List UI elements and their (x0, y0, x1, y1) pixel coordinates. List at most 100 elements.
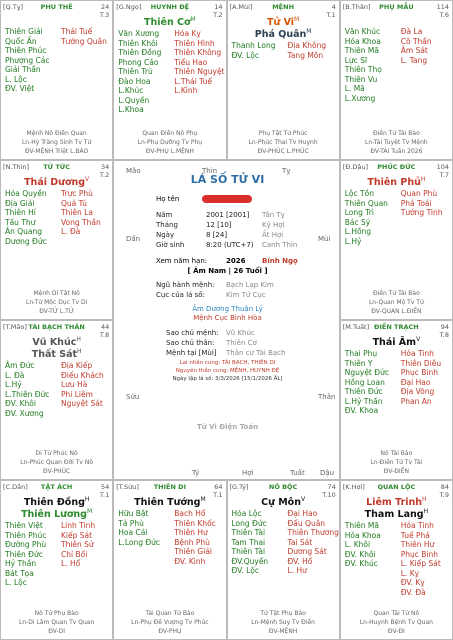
left-star: L.Khoa (118, 105, 144, 114)
right-star: L. Kiếp Sát (400, 559, 441, 568)
left-star: Văn Khúc (344, 27, 381, 36)
cell-footer: Ln-Tử Mộc Dục Tv Di (26, 299, 88, 306)
right-star: ĐV. Kình (174, 556, 206, 566)
branch-label: Thìn (202, 167, 218, 175)
cell-code: [K.Hợi] (342, 483, 365, 491)
branch-label: Mão (126, 167, 141, 175)
info-row: Cục của lá số: (156, 291, 205, 299)
age: 54 (100, 483, 110, 491)
left-star: Thiên Y (344, 358, 373, 368)
right-star: Âm Sát (400, 46, 428, 55)
palace-cell: [B.Thân] PHỤ MẪU 114 T.6 Văn Khúc Hóa Khoa Thi… (339, 0, 453, 160)
right-star: Trực Phù (61, 189, 93, 198)
birth-row: Canh Thìn (262, 241, 298, 249)
cell-code: [Đ.Dậu] (342, 163, 369, 171)
age-tag: T.3 (99, 11, 110, 19)
right-star: Thiên Diêu (400, 358, 442, 368)
cell-footer: Phụ Tật Tử Phúc (258, 130, 308, 137)
age-tag: T.8 (439, 331, 449, 339)
birth-row: Giờ sinh (156, 241, 185, 249)
cell-code: [M.Tuất] (342, 323, 370, 331)
cell-footer: Ln-Phụ Đế Vượng Tv Phúc (131, 619, 209, 626)
right-star: ĐV. Hổ (287, 556, 313, 566)
left-star: ĐV. Xương (5, 408, 44, 418)
right-star: Thiên Hư (400, 540, 435, 549)
main-star: Tham LangH (341, 507, 452, 519)
left-star: Địa Giải (5, 198, 35, 208)
cell-footer: ĐV-PHỤ (158, 628, 182, 635)
left-star: L. Lộc (5, 74, 27, 84)
palace-name: QUAN LỘC (377, 483, 416, 491)
left-star: ĐV. Khôi (344, 549, 376, 559)
star-grade: V (416, 336, 421, 343)
right-star: Thiên Hình (174, 38, 215, 48)
left-star: Thiên Tài (231, 528, 266, 537)
palace-name: ĐIỀN TRẠCH (374, 323, 419, 331)
left-star: L.Quyền (118, 95, 150, 105)
star-name: Liêm Trinh (366, 497, 423, 509)
age-tag: T.10 (322, 491, 336, 499)
star-grade: H (420, 176, 426, 183)
cell-footer: Tử Tật Phụ Bào (260, 610, 306, 617)
star-grade: M (294, 16, 300, 23)
main-star: Phá QuânM (228, 27, 339, 39)
info-row: Ngũ hành mệnh: (156, 281, 215, 289)
cell-footer: Mệnh Di Tật Nô (33, 290, 80, 297)
left-star: L. Đà (5, 370, 25, 380)
star-name: Thiên Cơ (144, 17, 191, 29)
left-star: Thiên Phúc (5, 46, 47, 55)
right-star: Thiên La (61, 208, 93, 217)
age-tag: T.9 (439, 491, 449, 499)
left-star: ĐV. Lộc (231, 566, 260, 575)
left-star: Giải Thần (5, 65, 41, 74)
right-star: Địa Kiếp (61, 361, 93, 370)
right-star: Thiên Sứ (61, 540, 94, 549)
right-star: Lưu Hà (61, 380, 88, 389)
age-tag: T.2 (213, 11, 223, 19)
right-star: Thiên Giải (174, 547, 212, 556)
birth-row: Ngày (156, 231, 175, 239)
left-star: Lực Sĩ (344, 55, 368, 65)
small-note: Lai nhân cung: TÀI BẠCH, THIÊN DI (179, 360, 276, 366)
age: 44 (100, 323, 110, 331)
right-star: Phan An (400, 396, 432, 406)
left-star: Quốc Ấn (5, 36, 37, 46)
cell-footer: ĐV-PHÚC (43, 468, 71, 475)
left-star: Thiên Phúc (5, 530, 47, 540)
right-star: Bệnh Phù (174, 537, 210, 547)
left-star: Phượng Các (5, 55, 50, 65)
cell-code: [A.Mùi] (229, 3, 253, 11)
main-star: Thiên LươngM (1, 507, 112, 519)
branch-label: Tý (192, 469, 200, 477)
left-star: Thiên Trù (118, 67, 153, 76)
cell-code: [B.Thân] (342, 3, 371, 11)
left-star: L.Long Đức (118, 537, 161, 547)
center-panel: LÁ SỐ TỬ VI Họ tên Năm 2001 [2001] Tân Tỵ T… (113, 160, 340, 480)
main-star: Thái DươngV (1, 175, 112, 187)
cell-footer: Quan Tài Tử Nô (373, 610, 420, 617)
left-star: Âm Đức (5, 361, 35, 370)
main-star: Thiên TướngM (114, 495, 225, 507)
cell-footer: Nô Tử Phụ Bào (34, 610, 79, 617)
year: 2026 (226, 257, 246, 265)
left-star: Thiên Mã (344, 46, 379, 55)
left-star: ĐV. Lộc (231, 50, 260, 60)
age-tag: T.8 (99, 331, 110, 339)
left-star: Thiên Vu (344, 74, 378, 84)
branch-label: Tỵ (282, 167, 291, 175)
right-star: Chỉ Bối (61, 549, 88, 559)
right-star: Linh Tinh (61, 521, 96, 530)
age: 74 (327, 483, 336, 491)
cell-code: [N.Thìn] (3, 163, 30, 171)
cell-footer: Ln-Huynh Bệnh Tv Quan (359, 619, 433, 626)
main-star: Liêm TrinhH (341, 495, 452, 507)
right-star: Thiên Hư (174, 528, 208, 537)
star-grade: H (77, 348, 82, 355)
right-star: Dương Sát (287, 547, 327, 556)
cell-footer: ĐV-PHÚC L.PHÚC (257, 148, 309, 155)
info-row: Thân cư Tài Bạch (226, 349, 286, 357)
right-star: L. Hổ (61, 559, 81, 568)
left-star: Thiên Đức (344, 387, 383, 396)
palace-cell: [T.Sửu] THIÊN DI 64 T.1 Thiên TướngM Hữu Bật T… (113, 480, 227, 640)
